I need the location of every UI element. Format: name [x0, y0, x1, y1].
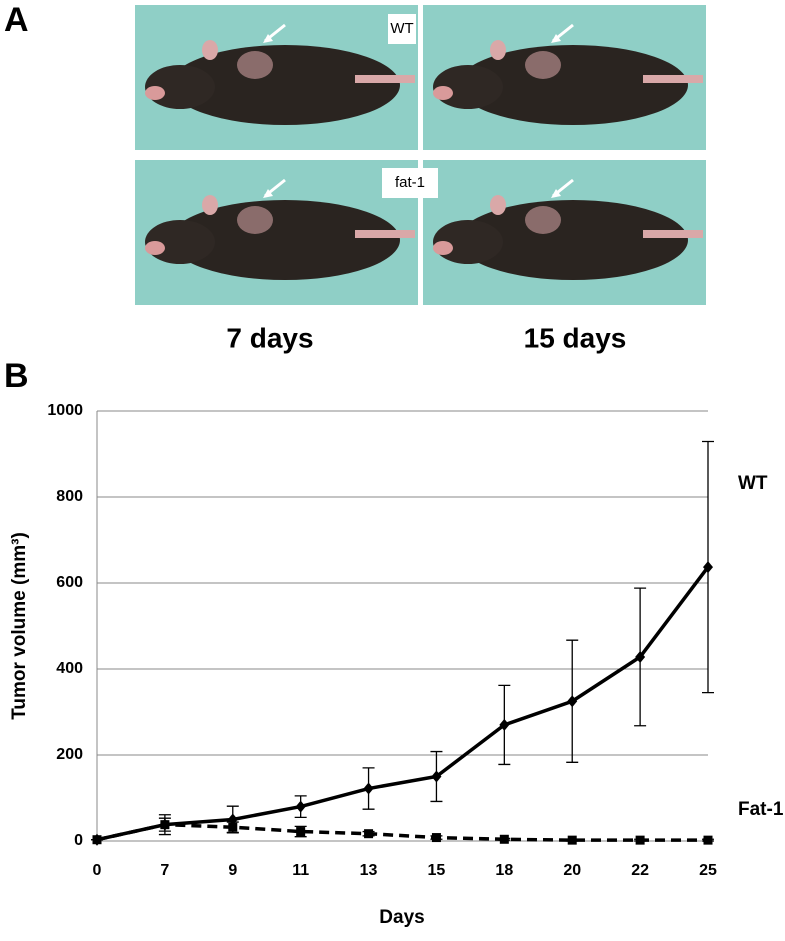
marker [92, 835, 102, 845]
y-tick-label: 0 [74, 832, 83, 849]
marker [499, 718, 510, 731]
marker [567, 695, 578, 708]
photo [421, 158, 708, 307]
tag-box [382, 168, 438, 198]
x-tick-label: 0 [93, 862, 102, 879]
marker [431, 833, 441, 843]
photo-tag: fat-1 [395, 174, 425, 191]
x-tick-label: 9 [228, 862, 237, 879]
y-tick-label: 200 [56, 746, 83, 763]
x-tick-label: 22 [631, 862, 649, 879]
x-axis-label: Days [379, 907, 424, 928]
y-tick-label: 800 [56, 488, 83, 505]
y-tick-label: 1000 [47, 402, 83, 419]
photo-tag: WT [390, 20, 413, 37]
x-tick-label: 11 [292, 862, 309, 879]
marker [499, 834, 509, 844]
series-line [96, 566, 710, 842]
photo [421, 3, 708, 152]
x-tick-label: 18 [495, 862, 513, 879]
y-axis-label: Tumor volume (mm³) [9, 532, 30, 720]
y-tick-label: 400 [56, 660, 83, 677]
photo [133, 3, 420, 152]
marker [703, 561, 713, 574]
series-label: Fat-1 [738, 799, 784, 820]
series-label: WT [738, 473, 768, 494]
marker [160, 820, 170, 830]
marker [363, 782, 374, 795]
series-line [96, 822, 708, 842]
marker [703, 835, 713, 845]
marker [635, 835, 645, 845]
panel-label: B [4, 357, 29, 395]
tag-box [388, 14, 416, 44]
marker [295, 800, 306, 813]
marker [296, 827, 306, 837]
photo [133, 158, 420, 307]
marker [228, 822, 238, 832]
photo-caption: 15 days [524, 322, 627, 353]
x-tick-label: 15 [428, 862, 446, 879]
x-tick-label: 13 [360, 862, 378, 879]
x-tick-label: 20 [563, 862, 581, 879]
marker [364, 829, 374, 839]
marker [567, 835, 577, 845]
photo-caption: 7 days [226, 322, 313, 353]
x-tick-label: 25 [699, 862, 717, 879]
marker [635, 650, 646, 663]
x-tick-label: 7 [160, 862, 169, 879]
panel-label: A [4, 1, 29, 39]
marker [431, 770, 442, 783]
y-tick-label: 600 [56, 574, 83, 591]
